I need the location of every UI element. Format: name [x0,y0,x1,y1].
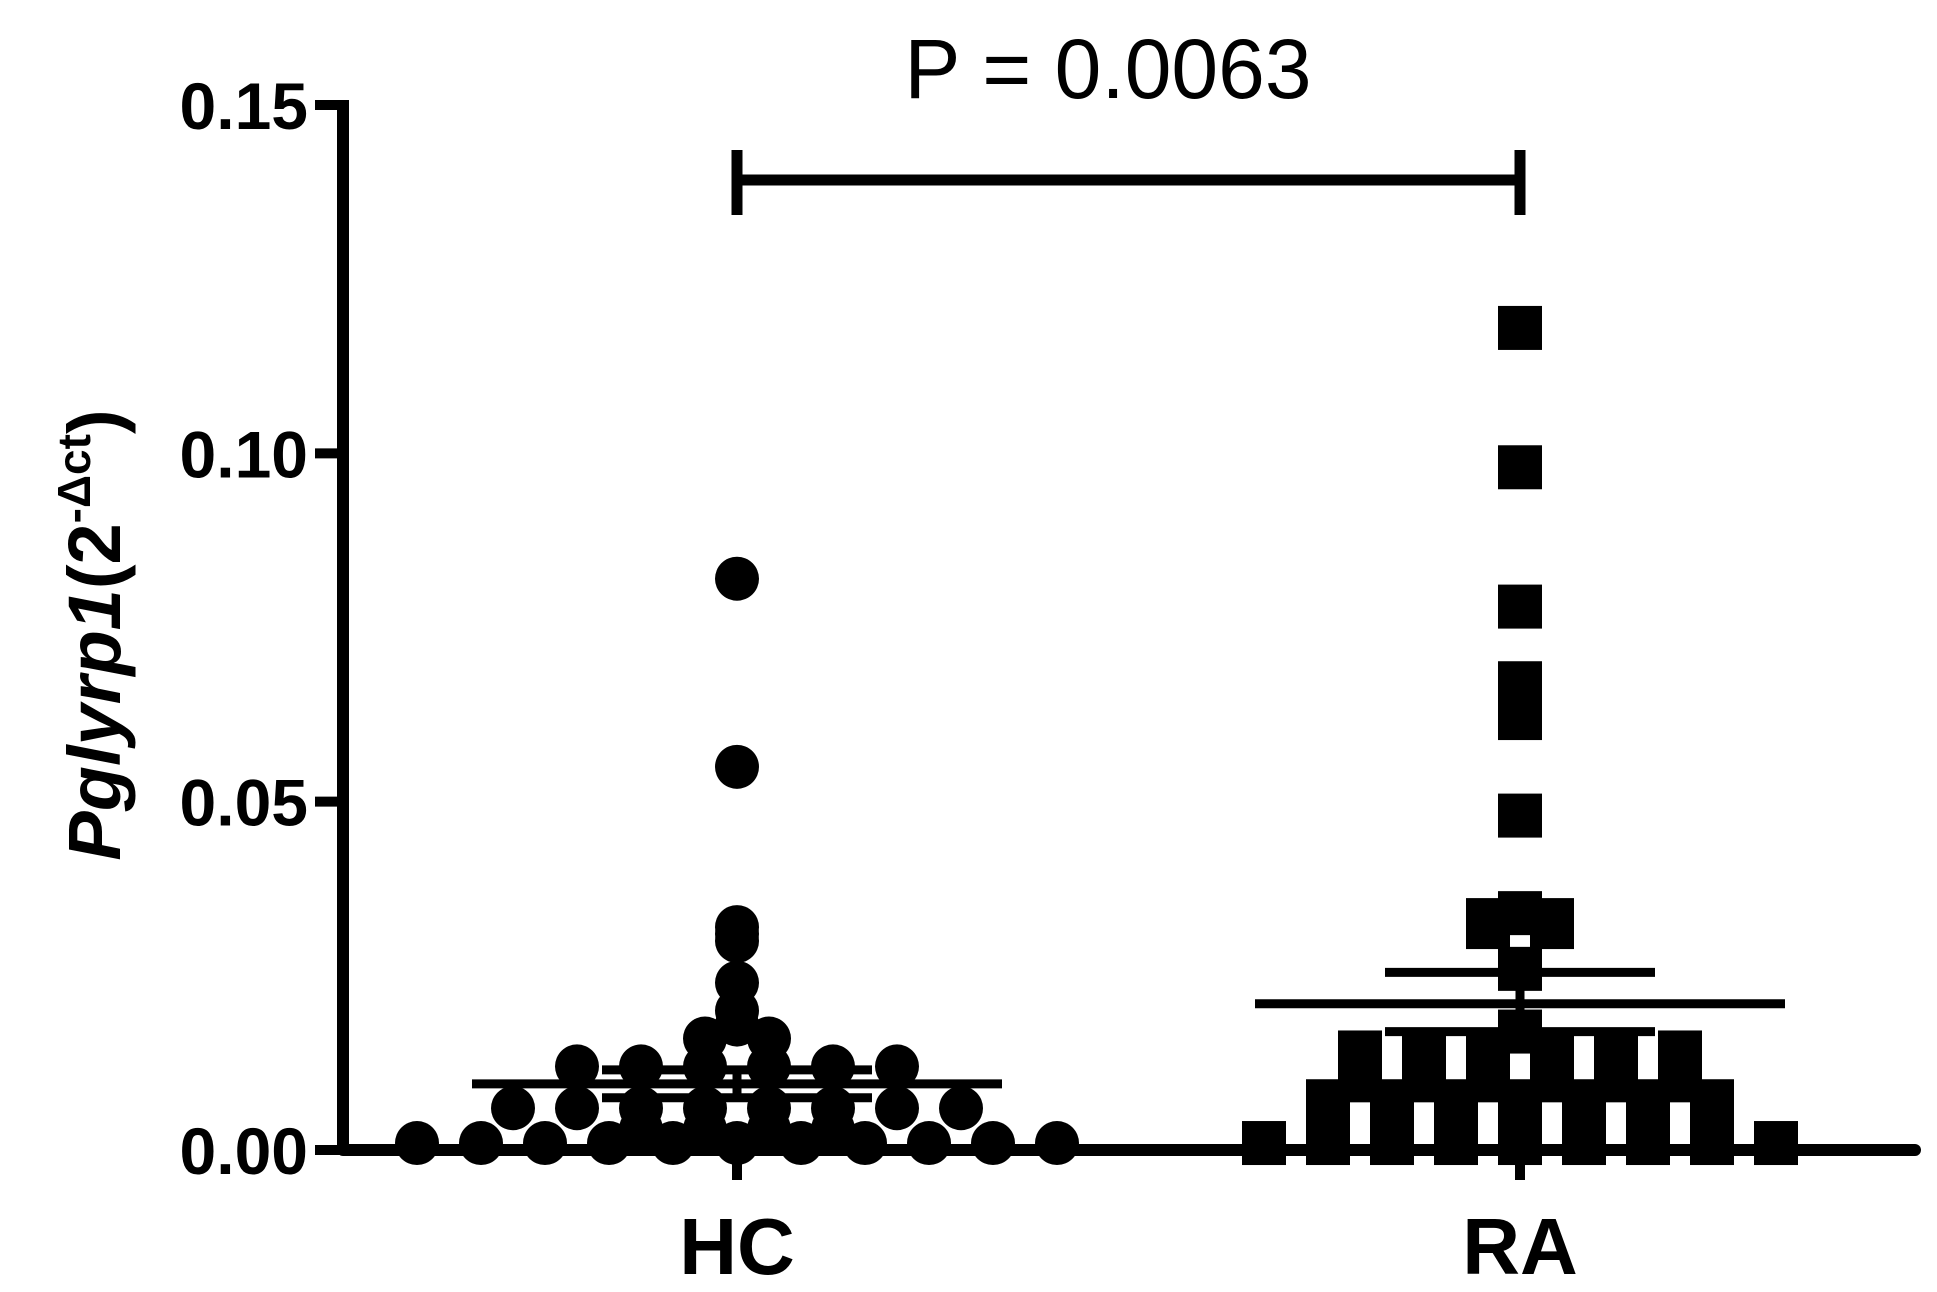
mean-sem-bars [472,967,1785,1103]
hc-data-point [555,1086,599,1131]
hc-data-point [1035,1121,1079,1166]
hc-data-point [971,1121,1015,1166]
ra-data-point [1626,1121,1670,1166]
hc-data-point [875,1044,919,1089]
hc-data-point [715,1121,759,1166]
ra-data-point [1498,891,1542,936]
hc-data-point [459,1121,503,1166]
hc-data-point [491,1086,535,1131]
y-tick-label: 0.10 [180,417,308,491]
ra-data-point [1242,1121,1286,1166]
ra-data-point [1754,1121,1798,1166]
y-tick-label: 0.15 [180,69,308,143]
y-axis-close: ) [53,409,136,434]
x-label-ra: RA [1462,1202,1578,1291]
ra-data-point [1562,1121,1606,1166]
hc-data-point [875,1086,919,1131]
x-label-hc: HC [679,1202,795,1291]
axes [337,100,1921,1180]
hc-data-point [715,905,759,950]
ra-data-point [1498,1121,1542,1166]
y-axis-gene: Pglyrp1 [53,589,136,860]
hc-data-point [907,1121,951,1166]
y-tick-label: 0.00 [180,1114,308,1188]
hc-data-point [523,1121,567,1166]
ra-data-point [1498,445,1542,490]
hc-data-point [715,744,759,789]
ra-data-point [1498,584,1542,629]
ra-data-point [1434,1121,1478,1166]
y-axis-label: Pglyrp1(2-Δct) [48,409,136,860]
y-tick-label: 0.05 [180,766,308,840]
hc-data-point [939,1086,983,1131]
hc-data-point [779,1121,823,1166]
ra-data-point [1370,1121,1414,1166]
y-ticks: 0.00 0.05 0.10 0.15 [180,69,343,1188]
ra-data-point [1498,696,1542,741]
hc-data-point [843,1121,887,1166]
ra-data-point [1690,1121,1734,1166]
hc-data-point [651,1121,695,1166]
hc-data-point [555,1044,599,1089]
hc-data-point [587,1121,631,1166]
data-points [395,305,1798,1166]
y-axis-sup: -Δct [48,434,100,523]
ra-data-point [1306,1121,1350,1166]
hc-data-point [715,556,759,601]
significance-bracket [731,150,1526,215]
p-value-annotation: P = 0.0063 [904,22,1311,116]
hc-data-point [395,1121,439,1166]
ra-data-point [1498,793,1542,838]
y-axis-open: (2 [53,523,136,589]
ra-data-point [1498,305,1542,350]
